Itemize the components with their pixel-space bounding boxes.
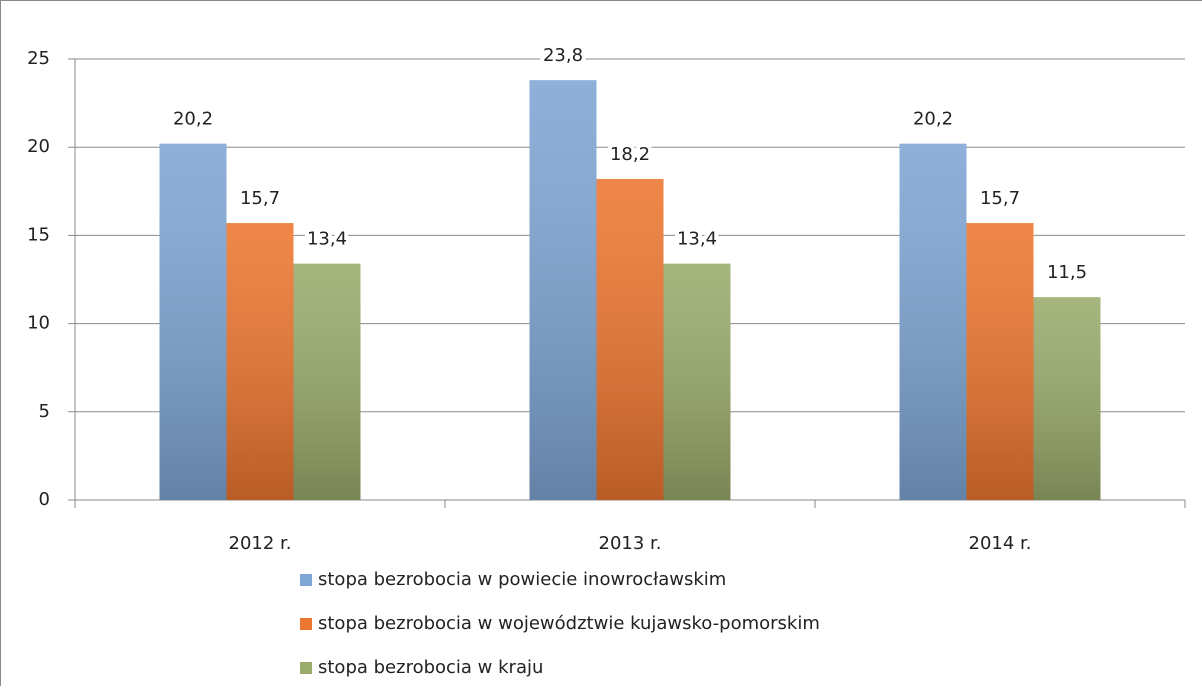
legend-label: stopa bezrobocia w kraju [318,657,543,678]
bar-shade [160,144,227,500]
x-tick-label: 2014 r. [969,533,1032,554]
data-label: 20,2 [173,109,213,130]
data-label: 15,7 [240,188,280,209]
data-label: 18,2 [610,144,650,165]
bar-shade [967,223,1034,500]
data-label: 11,5 [1047,262,1087,283]
data-label: 23,8 [543,45,583,66]
y-tick-label: 15 [27,224,50,245]
bar-shade [1034,297,1101,500]
y-tick-label: 5 [39,401,50,422]
legend-label: stopa bezrobocia w powiecie inowrocławsk… [318,569,726,590]
y-tick-label: 25 [27,48,50,69]
bar-shade [900,144,967,500]
data-label: 13,4 [307,229,347,250]
y-tick-label: 0 [39,489,50,510]
data-label: 13,4 [677,229,717,250]
data-label: 20,2 [913,109,953,130]
bar-shade [227,223,294,500]
bar-shade [530,80,597,500]
legend-swatch [300,618,312,630]
data-label: 15,7 [980,188,1020,209]
legend-label: stopa bezrobocia w województwie kujawsko… [318,613,820,634]
bar-shade [294,264,361,500]
legend-swatch [300,574,312,586]
x-tick-label: 2012 r. [229,533,292,554]
bar-shade [664,264,731,500]
x-tick-label: 2013 r. [599,533,662,554]
legend-swatch [300,662,312,674]
bar-shade [597,179,664,500]
y-tick-label: 20 [27,136,50,157]
y-tick-label: 10 [27,313,50,334]
